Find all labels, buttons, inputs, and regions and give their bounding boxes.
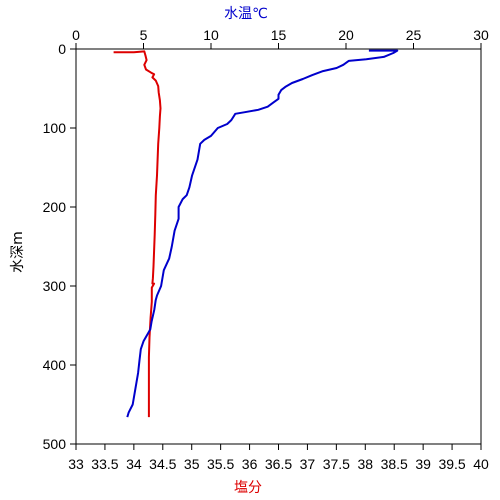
bottom-tick-label: 33 xyxy=(68,456,84,472)
top-tick-label: 0 xyxy=(72,27,80,43)
bottom-tick-label: 37.5 xyxy=(323,456,350,472)
top-tick-label: 20 xyxy=(338,27,354,43)
tick-layer: 0 100 200 300 400 500 0 5 10 15 20 25 30 33 33.5 34 34.5… xyxy=(43,27,489,472)
bottom-tick-label: 36 xyxy=(242,456,258,472)
bottom-tick-label: 34 xyxy=(126,456,142,472)
y-tick-label: 100 xyxy=(43,120,67,136)
top-tick-label: 25 xyxy=(406,27,422,43)
y-tick-label: 0 xyxy=(58,41,66,57)
bottom-tick-label: 40 xyxy=(473,456,489,472)
y-tick-label: 500 xyxy=(43,436,67,452)
y-tick-label: 400 xyxy=(43,357,67,373)
bottom-tick-label: 37 xyxy=(300,456,316,472)
y-axis-title: 水深m xyxy=(10,231,26,273)
bottom-axis-title: 塩分 xyxy=(234,480,262,496)
y-tick-label: 300 xyxy=(43,278,67,294)
top-tick-label: 10 xyxy=(203,27,219,43)
bottom-tick-label: 33.5 xyxy=(91,456,118,472)
series-layer xyxy=(113,49,399,418)
bottom-tick-label: 34.5 xyxy=(149,456,176,472)
top-tick-label: 30 xyxy=(473,27,489,43)
bottom-tick-label: 35 xyxy=(184,456,200,472)
bottom-tick-label: 38 xyxy=(357,456,373,472)
temperature-series-line xyxy=(126,49,399,418)
bottom-tick-label: 38.5 xyxy=(381,456,408,472)
bottom-tick-label: 35.5 xyxy=(207,456,234,472)
bottom-tick-label: 36.5 xyxy=(265,456,292,472)
bottom-tick-label: 39 xyxy=(415,456,431,472)
top-tick-label: 15 xyxy=(271,27,287,43)
top-axis-title: 水温℃ xyxy=(224,6,268,22)
top-tick-label: 5 xyxy=(140,27,148,43)
y-tick-label: 200 xyxy=(43,199,67,215)
salinity-series-line xyxy=(113,50,162,418)
bottom-tick-label: 39.5 xyxy=(438,456,465,472)
